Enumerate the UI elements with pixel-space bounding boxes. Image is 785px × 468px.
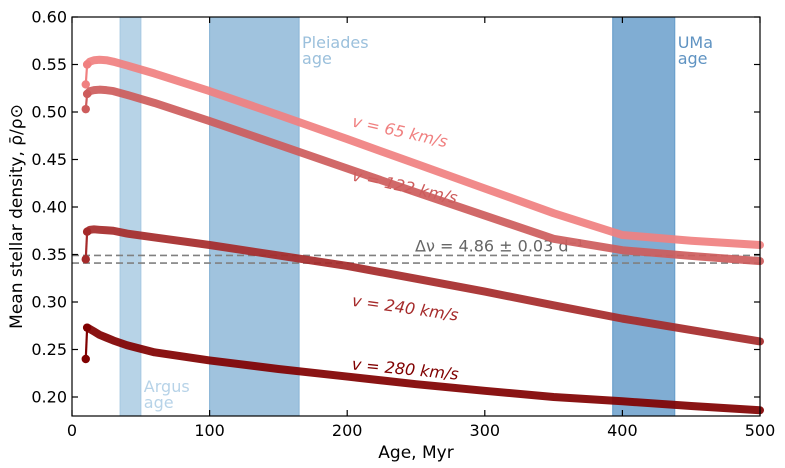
age-band-0 (120, 17, 141, 416)
y-tick-label: 0.25 (31, 340, 67, 359)
x-tick-label: 0 (67, 421, 77, 440)
age-band-label: Pleiades age (302, 33, 369, 68)
x-tick-label: 100 (194, 421, 225, 440)
axes: 0 100 200 300 400 500 0.20 0.25 0.30 0.35 0.40 0.45… (31, 8, 775, 441)
age-band-label: UMa age (678, 33, 713, 68)
series-line-0 (83, 55, 764, 249)
x-tick-label: 400 (607, 421, 638, 440)
series-lines (81, 55, 764, 415)
y-axis-label: Mean stellar density, ρ̄/ρ⊙ (7, 104, 27, 329)
y-tick-label: 0.20 (31, 388, 67, 407)
series-line-2 (83, 225, 764, 346)
series-start-point (81, 80, 90, 89)
series-start-segment (84, 231, 89, 260)
y-tick-label: 0.60 (31, 8, 67, 27)
series-start-point (82, 323, 92, 332)
y-tick-label: 0.40 (31, 198, 67, 217)
age-bands: Argus age Pleiades age UMa age (119, 17, 713, 416)
series-start-point (82, 89, 92, 99)
series-start-point (81, 354, 90, 364)
series-line-1 (83, 85, 764, 266)
series-start-segment (84, 327, 89, 360)
series-start-point (81, 255, 90, 264)
age-band-1 (209, 17, 300, 416)
x-tick-label: 200 (332, 421, 363, 440)
series-start-point (82, 60, 92, 69)
series-line-3 (83, 323, 764, 415)
age-band-2 (612, 17, 675, 416)
series-label: v = 240 km/s (351, 291, 460, 325)
y-tick-label: 0.55 (31, 55, 67, 74)
y-tick-label: 0.35 (31, 245, 67, 264)
series-start-point (81, 104, 90, 114)
plot-frame (71, 16, 761, 417)
y-tick-label: 0.50 (31, 103, 67, 122)
x-axis-label: Age, Myr (378, 443, 453, 463)
age-band-label: Argus age (144, 377, 190, 412)
x-tick-label: 500 (745, 421, 776, 440)
reference-line-label: Δν = 4.86 ± 0.03 d⁻¹ (415, 236, 583, 255)
series-start-point (82, 227, 92, 236)
x-tick-label: 300 (470, 421, 501, 440)
y-tick-label: 0.30 (31, 293, 67, 312)
y-tick-label: 0.45 (31, 150, 67, 169)
